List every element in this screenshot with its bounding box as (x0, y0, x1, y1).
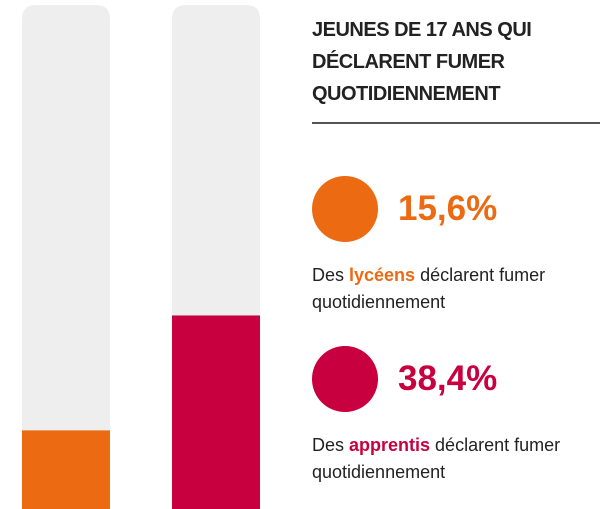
value-label: 15,6% (398, 189, 498, 228)
bar-chart (22, 5, 260, 509)
legend-dot (312, 346, 378, 412)
value-label: 38,4% (398, 359, 498, 398)
description-text: Des (312, 435, 350, 455)
legend-panel: JEUNES DE 17 ANS QUI DÉCLARENT FUMER QUO… (312, 14, 600, 482)
description-text: déclarent fumer quotidiennement (312, 265, 546, 312)
category-label: lycéens (349, 265, 416, 285)
category-label: apprentis (349, 435, 431, 455)
legend-item: 15,6% Des lycéens déclarent fumer quotidi… (312, 174, 600, 316)
description: Des apprentis déclarent fumer quotidienn… (312, 432, 572, 486)
chart-title: JEUNES DE 17 ANS QUI DÉCLARENT FUMER QUO… (312, 14, 600, 124)
description: Des lycéens déclarent fumer quotidiennem… (312, 262, 572, 316)
legend-head: 38,4% (312, 344, 600, 414)
bar (22, 430, 110, 509)
legend-item: 38,4% Des apprentis déclarent fumer quoti… (312, 344, 600, 486)
bar (172, 315, 260, 509)
bar-track (22, 5, 110, 509)
description-text: déclarent fumer quotidiennement (312, 435, 561, 482)
legend-head: 15,6% (312, 174, 600, 244)
description-text: Des (312, 265, 350, 285)
legend-dot (312, 176, 378, 242)
